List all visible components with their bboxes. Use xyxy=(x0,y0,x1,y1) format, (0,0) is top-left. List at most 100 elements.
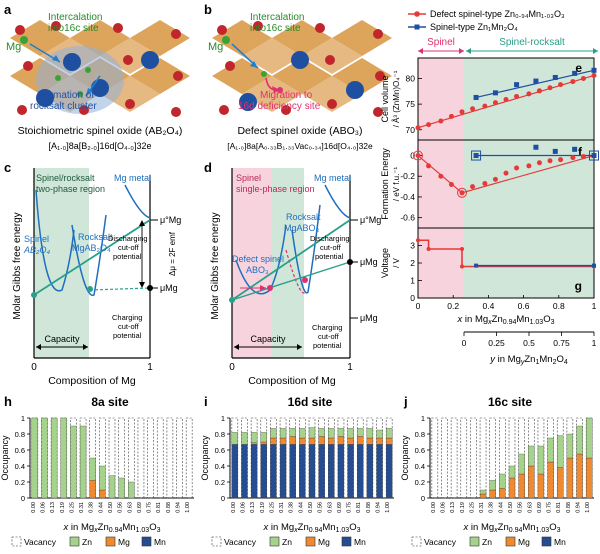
h-vacancy-bar-14 xyxy=(166,417,174,499)
i-bar-mn-4 xyxy=(270,444,277,499)
c-rocksalt-label-2: MgAB₂O₄ xyxy=(72,243,111,253)
e-pt-defect-13 xyxy=(558,82,564,88)
intercalation-note-b2: into16c site xyxy=(250,23,301,34)
h-xtick-label-9: 0.56 xyxy=(118,502,124,513)
mg-ion-icon-b xyxy=(222,36,230,44)
e-ytick-label-0: 70 xyxy=(406,125,416,135)
j-bar-mg-16 xyxy=(586,457,593,499)
j-xtick-label-12: 0.75 xyxy=(547,502,553,513)
i-bar-zn-6 xyxy=(289,428,296,437)
f-pt-defect-5 xyxy=(470,184,476,190)
h-xtick-label-4: 0.25 xyxy=(69,502,75,513)
g-x2label: y in MgyZn1Mn2O4 xyxy=(489,354,568,366)
h-legend-label-zn: Zn xyxy=(82,537,92,547)
d-rocksalt-point xyxy=(302,277,308,283)
j-site-title: 16c site xyxy=(488,395,532,409)
j-legend-label-vacancy: Vacancy xyxy=(424,537,457,547)
e-pt-defect-0 xyxy=(415,125,421,131)
intercalation-note-a1: Intercalation xyxy=(48,12,102,23)
g-x2tick-label-4: 1 xyxy=(592,338,597,348)
g-xtick-label-5: 1 xyxy=(592,301,597,311)
i-bar-mn-6 xyxy=(289,444,296,499)
i-ytick-label-0: 0 xyxy=(221,494,225,503)
i-xtick-label-11: 0.69 xyxy=(337,502,343,513)
j-xtick-label-3: 0.19 xyxy=(460,502,466,513)
g-green-region xyxy=(464,228,594,298)
d-discharge-label-1: Discharging xyxy=(310,234,350,243)
f-pt-defect-14 xyxy=(570,155,576,161)
j-legend-swatch-mn xyxy=(541,536,552,547)
i-ytick-label-4: 0.8 xyxy=(215,430,225,439)
e-pt-spinel-3 xyxy=(533,78,539,84)
f-pink-region xyxy=(418,140,464,228)
j-bar-mg-7 xyxy=(499,488,506,499)
j-bar-zn-9 xyxy=(518,453,525,475)
j-xlabel: x in MgxZn0.94Mn1.03O3 xyxy=(463,522,561,534)
j-letter: j xyxy=(403,394,408,409)
i-xtick-label-8: 0.50 xyxy=(308,502,314,513)
e-pink-region xyxy=(418,58,464,140)
legend-spinel-label: Spinel-type Zn₁Mn₂O₄ xyxy=(430,22,518,32)
c-rocksalt-curve xyxy=(71,214,107,296)
h-vacancy-bar-11 xyxy=(137,417,145,499)
e-pt-defect-7 xyxy=(492,100,498,106)
h-ytick-label-2: 0.4 xyxy=(15,462,25,471)
d-mu-bottom: μMg xyxy=(360,257,378,267)
e-pt-defect-6 xyxy=(482,103,488,109)
h-legend-label-mg: Mg xyxy=(118,537,130,547)
i-bar-mg-14 xyxy=(366,437,374,445)
i-ylabel: Occupancy xyxy=(200,435,210,481)
j-xtick-label-7: 0.44 xyxy=(498,502,504,513)
i-bar-zn-3 xyxy=(260,432,267,443)
h-legend-label-mn: Mn xyxy=(154,537,166,547)
g-xtick-label-0: 0 xyxy=(416,301,421,311)
j-vacancy-bar-3 xyxy=(460,417,468,499)
f-ytick-label-1: -0.2 xyxy=(400,171,415,181)
e-pt-spinel-0 xyxy=(473,94,479,100)
c-region-label-1: Spinel/rocksalt xyxy=(36,173,95,183)
legend-defect-label: Defect spinel-type Zn₀.₉₄Mn₁.₀₃O₃ xyxy=(430,9,565,19)
e-ylabel-1: Cell volume xyxy=(380,75,390,122)
e-pt-spinel-4 xyxy=(552,74,558,80)
panel-c-letter: c xyxy=(4,160,11,175)
j-xtick-label-4: 0.25 xyxy=(469,502,475,513)
h-xtick-label-7: 0.44 xyxy=(98,502,104,513)
j-bar-mg-9 xyxy=(518,473,525,499)
c-common-tangent xyxy=(33,219,151,296)
chart-f: f Formation Energy / eV f.u.⁻¹ 0 -0.2 -0.4… xyxy=(380,139,599,229)
g-yticks: 0 1 2 3 xyxy=(410,241,422,303)
c-delta-mu: Δμ = 2F emf xyxy=(168,231,177,276)
j-bar-zn-6 xyxy=(489,480,496,491)
i-ytick-label-1: 0.2 xyxy=(215,478,225,487)
e-ylabel-2: / Å³ (ZnMn)O₄⁻¹ xyxy=(392,70,401,127)
j-ytick-label-5: 1 xyxy=(421,414,425,423)
h-ytick-label-1: 0.2 xyxy=(15,478,25,487)
i-bar-zn-5 xyxy=(279,428,287,439)
f-pt-defect-3 xyxy=(448,182,454,188)
panel-c: c Spinel/rocksalt two-phase region Mg me… xyxy=(4,160,181,387)
i-xtick-label-4: 0.25 xyxy=(269,502,275,513)
g-xticks: 0 0.2 0.4 0.6 0.8 1 xyxy=(416,295,597,311)
j-bar-mg-5 xyxy=(479,493,487,499)
j-bar-mg-8 xyxy=(508,477,516,499)
i-xtick-label-15: 0.94 xyxy=(376,502,382,513)
j-bar-zn-5 xyxy=(479,489,487,495)
j-legend-label-mg: Mg xyxy=(518,537,530,547)
j-bar-zn-7 xyxy=(499,473,506,489)
c-mg-metal-curve xyxy=(124,184,151,219)
h-xtick-label-10: 0.63 xyxy=(127,502,133,513)
h-ytick-label-4: 0.8 xyxy=(15,430,25,439)
i-legend-swatch-vacancy xyxy=(211,536,222,547)
i-legend-swatch-mn xyxy=(341,536,352,547)
legend-efg: Defect spinel-type Zn₀.₉₄Mn₁.₀₃O₃ Spinel… xyxy=(408,9,565,32)
d-discharge-label-3: potential xyxy=(315,252,344,261)
h-legend-swatch-zn xyxy=(69,536,80,547)
i-bar-mn-13 xyxy=(357,444,364,499)
i-bar-mg-5 xyxy=(279,437,287,445)
j-legend-label-zn: Zn xyxy=(482,537,492,547)
i-bar-mn-2 xyxy=(250,444,258,499)
d-charge-label-2: cut-off xyxy=(318,332,340,341)
g-ytick-label-2: 2 xyxy=(410,258,415,268)
h-vacancy-bar-13 xyxy=(156,417,164,499)
j-xtick-label-0: 0.00 xyxy=(431,502,437,513)
